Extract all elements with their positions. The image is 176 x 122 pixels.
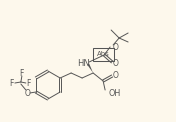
Text: OH: OH — [108, 88, 120, 97]
Text: O: O — [25, 88, 31, 97]
Text: F: F — [27, 78, 31, 87]
Polygon shape — [87, 63, 93, 73]
FancyBboxPatch shape — [93, 47, 114, 61]
Text: Abs: Abs — [97, 51, 109, 57]
Text: F: F — [10, 78, 14, 87]
Text: F: F — [20, 68, 24, 77]
Text: O: O — [112, 59, 118, 67]
Text: HN: HN — [77, 59, 90, 67]
Text: O: O — [113, 42, 119, 51]
Text: O: O — [112, 71, 118, 80]
